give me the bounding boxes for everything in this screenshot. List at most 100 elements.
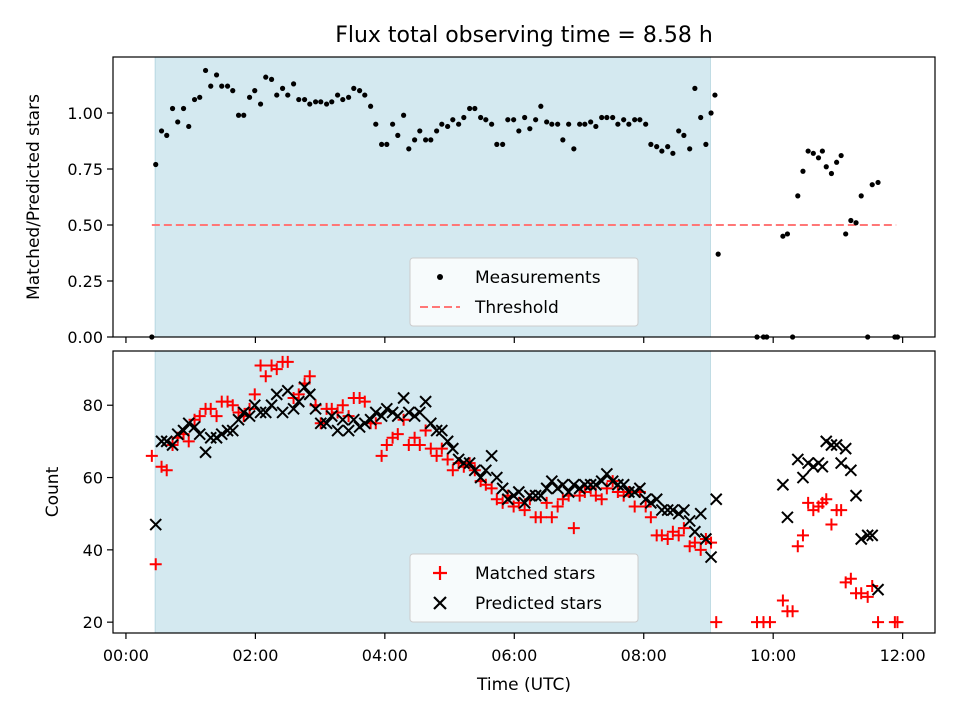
matched-star-point — [763, 616, 776, 629]
predicted-star-point — [512, 485, 526, 499]
matched-stars-legend-marker — [433, 566, 447, 580]
predicted-star-point — [791, 453, 804, 466]
chart-title: Flux total observing time = 8.58 h — [335, 23, 713, 48]
measurement-point — [483, 117, 489, 123]
x-tick-label: 06:00 — [491, 646, 537, 665]
predicted-star-point — [710, 493, 723, 506]
measurement-point — [417, 128, 423, 134]
matched-star-point — [844, 572, 857, 585]
predicted-star-point — [839, 442, 852, 455]
matched-star-point — [193, 410, 206, 423]
predicted-star-point — [849, 489, 863, 502]
matched-star-point — [342, 410, 355, 423]
y-tick-label: 0.50 — [67, 216, 103, 235]
measurement-point — [362, 92, 368, 98]
predicted-star-point — [364, 413, 377, 426]
measurement-point — [401, 112, 407, 118]
matched-star-point — [891, 616, 904, 629]
measurement-point — [246, 94, 253, 100]
matched-star-point — [628, 500, 641, 513]
predicted-star-point — [650, 493, 663, 506]
measurement-point — [230, 88, 236, 94]
measurement-point — [795, 193, 801, 199]
measurement-point — [838, 152, 844, 159]
predicted-star-point — [292, 395, 305, 408]
predicted-star-point — [353, 420, 366, 434]
measurement-point — [828, 170, 835, 177]
bottom-legend: Matched stars Predicted stars — [409, 553, 639, 623]
measurement-point — [224, 83, 231, 89]
predicted-star-point — [276, 406, 289, 419]
predicted-star-point — [529, 489, 542, 502]
predicted-star-point — [215, 427, 228, 441]
predicted-stars-legend-marker — [433, 596, 447, 610]
measurement-point — [406, 146, 412, 152]
matched-star-point — [380, 439, 393, 451]
measurement-point — [257, 101, 264, 107]
predicted-star-point — [336, 413, 349, 426]
matched-star-point — [485, 482, 498, 495]
predicted-star-point — [166, 438, 179, 452]
y-tick-label: 1.00 — [67, 104, 103, 123]
predicted-star-point — [518, 496, 531, 510]
matched-star-point — [776, 594, 789, 607]
predicted-star-point — [287, 402, 300, 416]
matched-star-point — [534, 511, 547, 524]
predicted-star-point — [221, 424, 234, 437]
measurement-point — [164, 132, 170, 138]
predicted-star-point — [584, 478, 597, 491]
measurement-point — [428, 137, 434, 143]
measurement-point — [345, 94, 352, 100]
measurement-point — [329, 99, 335, 105]
matched-star-point — [644, 511, 657, 524]
x-tick-label: 08:00 — [621, 646, 667, 665]
matched-star-point — [391, 428, 404, 441]
measurement-point — [290, 81, 297, 87]
measurement-point — [582, 121, 588, 127]
predicted-star-point — [628, 485, 641, 499]
predicted-star-point — [578, 478, 592, 491]
measurement-point — [676, 128, 682, 134]
y-tick-label: 0.25 — [67, 272, 103, 291]
predicted-star-point — [358, 417, 371, 430]
predicted-star-point — [199, 446, 212, 459]
x-tick-label: 12:00 — [880, 646, 926, 665]
predicted-star-point — [617, 478, 630, 491]
predicted-star-point — [320, 417, 333, 430]
measurement-point — [659, 148, 665, 154]
predicted-star-point — [397, 391, 410, 405]
measurement-point — [384, 141, 390, 147]
measurement-point — [823, 164, 829, 170]
measurement-point — [780, 233, 786, 239]
matched-star-point — [270, 363, 283, 376]
measurement-point — [610, 114, 616, 121]
measurement-point — [869, 182, 875, 188]
predicted-star-point — [281, 384, 294, 397]
measurement-point — [373, 121, 379, 127]
measurement-point — [279, 85, 286, 91]
matched-star-point — [292, 388, 305, 401]
predicted-star-point — [540, 482, 553, 495]
matched-star-point — [545, 511, 558, 524]
measurement-point — [445, 123, 451, 130]
bottom-y-axis: 20 40 60 80 — [83, 396, 113, 632]
predicted-star-point — [177, 424, 190, 437]
measurement-point — [175, 119, 181, 125]
predicted-star-point — [160, 435, 173, 448]
y-tick-label: 80 — [83, 396, 103, 415]
bottom-y-axis-label: Count — [43, 466, 63, 517]
predicted-star-point — [265, 399, 278, 412]
measurement-point — [784, 231, 791, 237]
measurement-point — [357, 88, 363, 94]
top-panel: 0.00 0.25 0.50 0.75 1.00 Matched/Predicted s… — [24, 56, 936, 347]
matched-star-point — [639, 500, 652, 513]
measurement-point — [577, 121, 583, 127]
matched-star-point — [551, 500, 564, 513]
predicted-star-point — [369, 406, 382, 419]
matched-star-point — [855, 587, 868, 600]
y-tick-label: 40 — [83, 541, 103, 560]
predicted-star-point — [430, 424, 443, 437]
predicted-stars-series — [149, 380, 885, 596]
predicted-star-point — [155, 435, 168, 448]
